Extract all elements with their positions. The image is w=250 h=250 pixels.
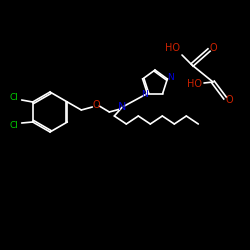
Text: O: O xyxy=(92,100,100,110)
Text: HO: HO xyxy=(186,79,202,89)
Text: N: N xyxy=(118,102,126,112)
Text: Cl: Cl xyxy=(9,120,18,130)
Text: N: N xyxy=(141,90,148,99)
Text: O: O xyxy=(225,95,233,105)
Text: O: O xyxy=(209,43,217,53)
Text: Cl: Cl xyxy=(9,94,18,102)
Text: HO: HO xyxy=(166,43,180,53)
Text: N: N xyxy=(167,74,174,82)
